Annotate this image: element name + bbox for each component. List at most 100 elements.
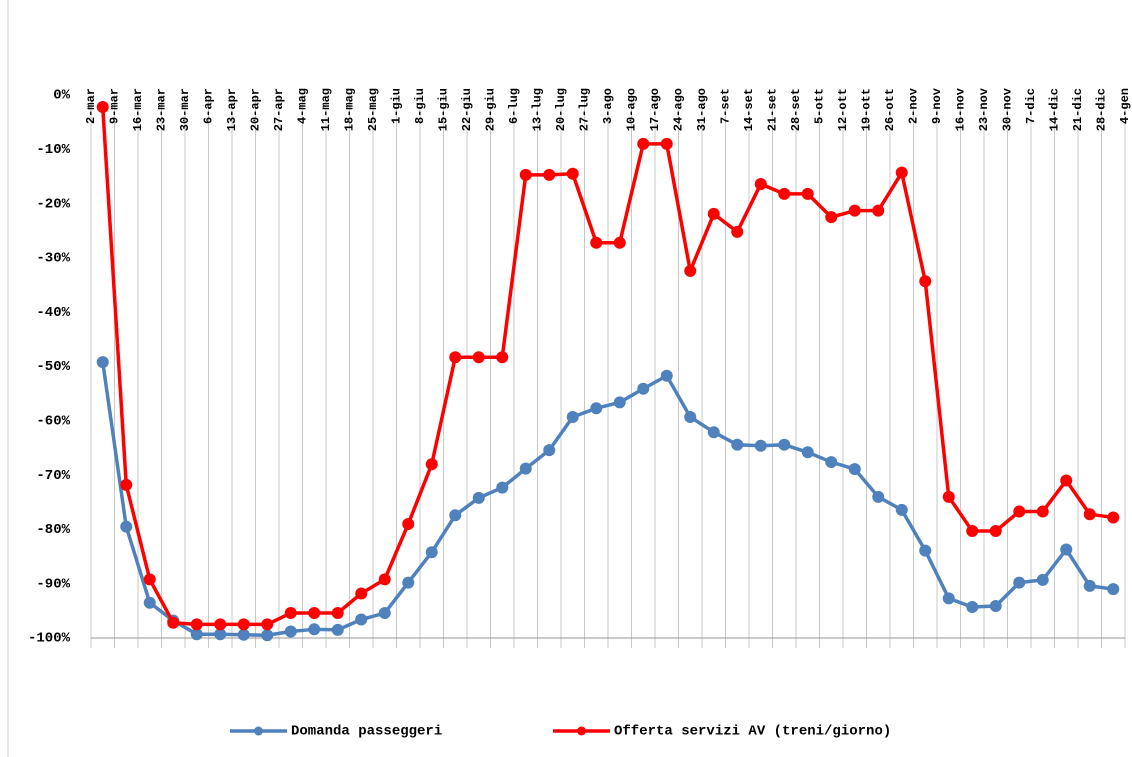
data-point (684, 264, 697, 277)
data-point (237, 618, 250, 631)
data-point (214, 628, 227, 641)
data-point (331, 623, 344, 636)
data-point (1083, 508, 1096, 521)
x-tick-label: 3-ago (601, 88, 615, 124)
data-point (472, 351, 485, 364)
data-point (895, 503, 908, 516)
y-tick-label: -100% (28, 631, 71, 647)
x-tick-label: 28-set (789, 88, 803, 131)
data-point (637, 137, 650, 150)
x-tick-label: 22-giu (460, 88, 474, 131)
data-point (402, 517, 415, 530)
data-point (966, 601, 979, 614)
data-point (872, 204, 885, 217)
data-point (566, 410, 579, 423)
data-point (237, 628, 250, 641)
x-tick-label: 24-ago (672, 88, 686, 131)
data-point (214, 618, 227, 631)
x-tick-label: 16-nov (954, 88, 968, 131)
data-point (895, 166, 908, 179)
data-point (308, 623, 321, 636)
x-tick-label: 21-set (766, 88, 780, 131)
data-point (1083, 579, 1096, 592)
data-point (449, 351, 462, 364)
data-point (543, 444, 556, 457)
data-point (590, 236, 603, 249)
data-point (707, 207, 720, 220)
x-tick-label: 5-ott (813, 88, 827, 124)
data-point (402, 576, 415, 589)
data-point (120, 478, 133, 491)
data-point (778, 187, 791, 200)
x-tick-label: 28-dic (1095, 88, 1109, 131)
data-point (425, 546, 438, 559)
data-point (660, 137, 673, 150)
x-tick-label: 13-apr (225, 88, 239, 131)
legend-marker (577, 726, 586, 736)
y-tick-label: 0% (53, 88, 70, 104)
y-tick-label: -80% (36, 522, 70, 538)
x-tick-label: 6-lug (507, 88, 521, 124)
data-point (1013, 576, 1026, 589)
x-tick-label: 7-set (719, 88, 733, 124)
x-tick-label: 15-giu (437, 88, 451, 131)
data-point (613, 396, 626, 409)
data-point (942, 592, 955, 605)
x-tick-label: 18-mag (343, 88, 357, 131)
y-tick-label: -40% (36, 305, 70, 321)
data-point (355, 613, 368, 626)
x-tick-label: 30-nov (1001, 88, 1015, 131)
data-point (1036, 573, 1049, 586)
x-tick-label: 31-ago (695, 88, 709, 131)
x-tick-label: 11-mag (319, 88, 333, 131)
x-tick-label: 27-apr (272, 88, 286, 131)
data-point (1036, 505, 1049, 518)
legend-label: Domanda passeggeri (291, 724, 442, 740)
data-point (825, 456, 838, 469)
data-point (1107, 583, 1120, 596)
data-point (143, 596, 156, 609)
x-tick-label: 8-giu (413, 88, 427, 124)
x-tick-label: 19-ott (860, 88, 874, 131)
x-tick-label: 4-gen (1118, 88, 1132, 124)
x-tick-label: 9-mar (108, 88, 122, 124)
legend-marker (254, 726, 263, 736)
x-tick-label: 21-dic (1071, 88, 1085, 131)
data-point (731, 225, 744, 238)
y-tick-label: -10% (36, 142, 70, 158)
data-point (331, 607, 344, 620)
data-point (942, 490, 955, 503)
x-tick-label: 7-dic (1024, 88, 1038, 124)
x-tick-label: 16-mar (131, 88, 145, 131)
data-point (707, 426, 720, 439)
data-point (919, 275, 932, 288)
data-point (1013, 505, 1026, 518)
data-point (919, 544, 932, 557)
x-tick-label: 14-dic (1048, 88, 1062, 131)
data-point (378, 573, 391, 586)
data-point (496, 481, 509, 494)
y-tick-label: -90% (36, 576, 70, 592)
data-point (778, 438, 791, 451)
x-tick-label: 2-nov (907, 88, 921, 124)
data-point (355, 587, 368, 600)
data-point (519, 462, 532, 475)
data-point (425, 458, 438, 471)
x-tick-label: 23-mar (155, 88, 169, 131)
data-point (96, 356, 109, 369)
data-point (190, 618, 203, 631)
x-tick-label: 29-giu (484, 88, 498, 131)
legend-label: Offerta servizi AV (treni/giorno) (614, 724, 891, 740)
data-point (1060, 543, 1073, 556)
x-tick-label: 1-giu (390, 88, 404, 124)
x-tick-label: 23-nov (977, 88, 991, 131)
y-tick-label: -50% (36, 359, 70, 375)
data-point (120, 520, 133, 533)
data-point (848, 463, 861, 476)
data-point (754, 178, 767, 191)
data-point (378, 607, 391, 620)
y-tick-label: -70% (36, 468, 70, 484)
x-tick-label: 2-mar (84, 88, 98, 124)
x-tick-label: 4-mag (296, 88, 310, 124)
